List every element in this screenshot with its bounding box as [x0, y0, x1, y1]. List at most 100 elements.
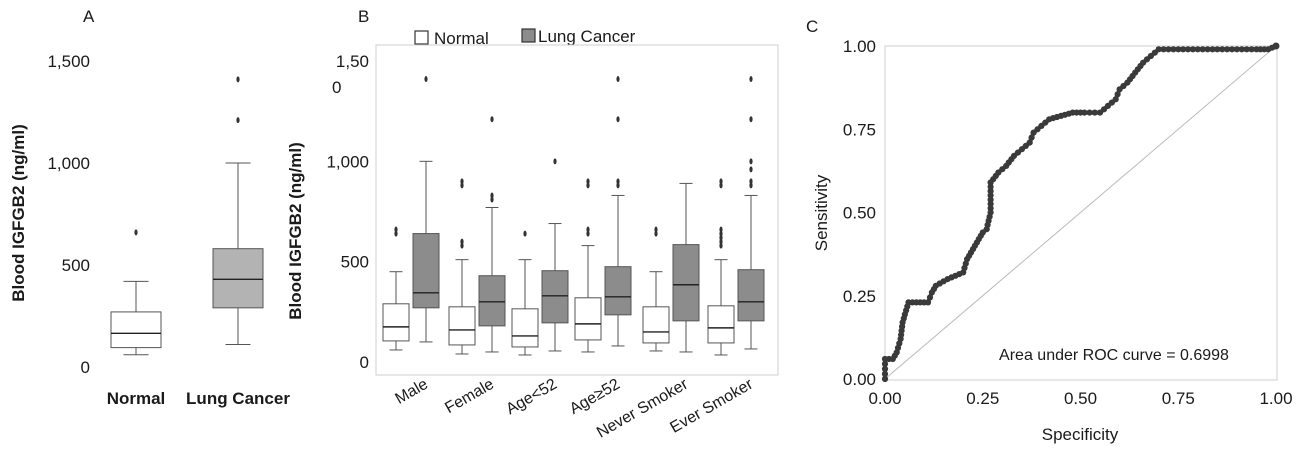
panel-c: C Specificity Sensitivity 0.00 0.25 0.50 0.… — [806, 17, 1293, 444]
y-tick-label: 1,000 — [47, 154, 90, 173]
roc-point — [926, 294, 934, 301]
box-iqr — [737, 269, 765, 322]
roc-point — [1248, 46, 1255, 53]
outlier-point — [749, 158, 753, 165]
x-category-label: Female — [442, 376, 497, 417]
box-lung-cancer — [541, 158, 569, 352]
y-tick-label: 1,50 — [336, 52, 369, 71]
reference-diagonal-line — [884, 45, 1277, 380]
outlier-point — [749, 76, 753, 83]
x-category-label: Normal — [107, 389, 166, 408]
panel-c-label: C — [806, 17, 818, 36]
roc-point — [1175, 46, 1182, 53]
roc-point — [1112, 96, 1119, 103]
y-tick-label: 0.25 — [843, 287, 876, 306]
box-iqr — [511, 308, 539, 348]
roc-point — [1199, 46, 1206, 53]
outlier-point — [719, 178, 723, 185]
box-lung-cancer — [412, 76, 440, 343]
panel-c-frame — [884, 45, 1278, 381]
box-iqr — [478, 275, 506, 327]
box-iqr — [212, 248, 264, 309]
outlier-point — [490, 192, 494, 199]
y-tick-label: 500 — [341, 253, 369, 272]
box-iqr — [541, 270, 569, 324]
box-normal — [448, 178, 476, 355]
outlier-point — [654, 226, 658, 233]
y-tick-label: 500 — [62, 256, 90, 275]
y-tick-label: 0 — [360, 353, 369, 372]
roc-point — [1204, 46, 1211, 53]
legend-label-lung-cancer: Lung Cancer — [538, 27, 636, 46]
roc-point — [987, 188, 994, 195]
box-lung-cancer — [672, 182, 700, 353]
outlier-point — [553, 158, 557, 165]
x-tick-label: 0.25 — [966, 389, 999, 408]
roc-point — [881, 360, 889, 368]
outlier-point — [616, 116, 620, 123]
roc-point — [1160, 46, 1167, 53]
outlier-point — [749, 116, 753, 123]
box-normal — [642, 226, 670, 352]
box-iqr — [448, 306, 476, 346]
y-tick-label: 0.75 — [843, 120, 876, 139]
roc-point — [1165, 46, 1172, 53]
x-tick-label: 0.00 — [868, 389, 901, 408]
outlier-point — [460, 178, 464, 185]
roc-point — [924, 299, 932, 306]
y-tick-label: 0.50 — [843, 204, 876, 223]
outlier-point — [749, 166, 753, 173]
roc-point — [987, 192, 994, 199]
roc-point — [1189, 46, 1196, 53]
roc-point — [1209, 46, 1216, 53]
roc-point — [881, 375, 889, 383]
box-normal — [110, 229, 162, 356]
roc-point — [1272, 42, 1280, 50]
outlier-point — [616, 178, 620, 185]
roc-point — [1184, 46, 1192, 53]
box-normal — [511, 230, 539, 356]
roc-point — [1091, 109, 1098, 116]
y-tick-label: 0 — [81, 358, 90, 377]
roc-point — [1081, 109, 1088, 116]
roc-point — [1238, 46, 1245, 53]
outlier-point — [523, 230, 527, 237]
outlier-point — [236, 76, 240, 83]
legend-label-normal: Normal — [434, 29, 489, 48]
box-iqr — [574, 297, 602, 341]
box-lung-cancer — [478, 116, 506, 353]
roc-point — [1228, 46, 1236, 53]
box-normal — [382, 226, 410, 351]
box-iqr — [707, 305, 735, 344]
x-category-label: Age<52 — [503, 376, 560, 419]
x-tick-label: 0.75 — [1162, 389, 1195, 408]
roc-point — [987, 205, 994, 212]
panel-a-y-axis-label: Blood IGFGB2 (ng/ml) — [9, 124, 28, 302]
roc-point — [1214, 46, 1221, 53]
roc-point — [1170, 46, 1177, 53]
legend: Normal Lung Cancer — [414, 27, 636, 48]
panel-b-label: B — [358, 7, 369, 26]
roc-point — [881, 365, 889, 373]
outlier-point — [424, 76, 428, 83]
outlier-point — [460, 238, 464, 245]
y-tick-label: 1,000 — [326, 152, 369, 171]
panel-b-frame — [375, 44, 779, 376]
x-category-label: Age≥52 — [567, 376, 623, 418]
roc-point — [1086, 109, 1093, 116]
box-iqr — [604, 266, 632, 316]
panel-b: B Blood IGFGB2 (ng/ml) Normal Lung Cance… — [286, 7, 779, 442]
panel-b-y-axis-label: Blood IGFGB2 (ng/ml) — [286, 142, 305, 320]
box-iqr — [110, 311, 162, 349]
box-normal — [707, 178, 735, 356]
legend-item-normal: Normal — [414, 29, 489, 48]
roc-point — [1243, 46, 1250, 53]
box-iqr — [382, 303, 410, 342]
legend-item-lung-cancer: Lung Cancer — [521, 27, 636, 46]
x-tick-label: 0.50 — [1064, 389, 1097, 408]
roc-point — [1180, 46, 1187, 53]
box-lung-cancer — [604, 76, 632, 347]
outlier-point — [586, 178, 590, 185]
outlier-point — [236, 117, 240, 124]
